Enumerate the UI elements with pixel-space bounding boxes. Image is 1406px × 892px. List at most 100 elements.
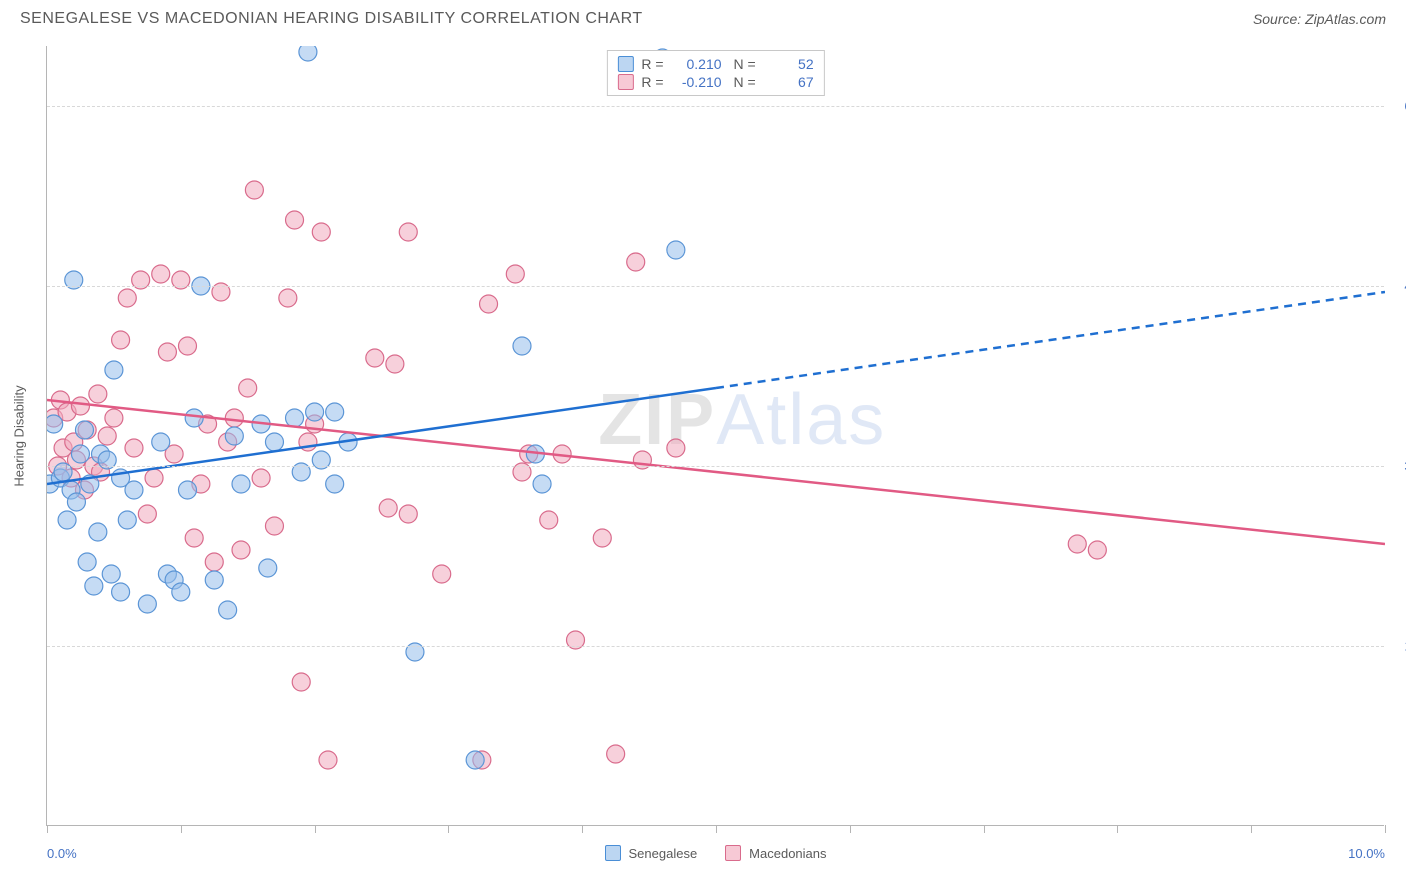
scatter-point [118, 511, 136, 529]
scatter-point [225, 427, 243, 445]
scatter-point [58, 511, 76, 529]
x-tick [1117, 825, 1118, 833]
scatter-point [105, 361, 123, 379]
scatter-point [71, 445, 89, 463]
scatter-point [152, 433, 170, 451]
scatter-point [178, 481, 196, 499]
x-tick [984, 825, 985, 833]
scatter-point [152, 265, 170, 283]
correlation-row-2: R = -0.210 N = 67 [617, 73, 813, 91]
scatter-point [225, 409, 243, 427]
y-axis-title: Hearing Disability [12, 385, 27, 486]
scatter-point [125, 481, 143, 499]
correlation-legend: R = 0.210 N = 52 R = -0.210 N = 67 [606, 50, 824, 96]
scatter-point [593, 529, 611, 547]
legend-label: Macedonians [749, 846, 826, 861]
scatter-point [112, 331, 130, 349]
x-tick [181, 825, 182, 833]
scatter-point [279, 289, 297, 307]
x-tick-label: 10.0% [1348, 846, 1385, 861]
scatter-point [607, 745, 625, 763]
scatter-point [386, 355, 404, 373]
scatter-point [399, 223, 417, 241]
scatter-point [306, 403, 324, 421]
gridline [47, 646, 1384, 647]
scatter-point [1068, 535, 1086, 553]
scatter-point [466, 751, 484, 769]
swatch-icon [617, 74, 633, 90]
chart-plot-area: Hearing Disability ZIPAtlas R = 0.210 N … [46, 46, 1384, 826]
scatter-point [138, 505, 156, 523]
scatter-point [540, 511, 558, 529]
swatch-icon [605, 845, 621, 861]
scatter-point [232, 541, 250, 559]
scatter-point [667, 439, 685, 457]
n-value: 67 [764, 74, 814, 90]
scatter-point [118, 289, 136, 307]
scatter-point [185, 409, 203, 427]
legend-item-macedonians: Macedonians [725, 845, 826, 861]
gridline [47, 466, 1384, 467]
y-tick-label: 1.5% [1388, 639, 1406, 654]
gridline [47, 106, 1384, 107]
scatter-point [205, 571, 223, 589]
scatter-point [75, 421, 93, 439]
n-value: 52 [764, 56, 814, 72]
scatter-point [205, 553, 223, 571]
trend-line [47, 400, 1385, 544]
correlation-row-1: R = 0.210 N = 52 [617, 55, 813, 73]
r-value: -0.210 [672, 74, 722, 90]
scatter-point [292, 673, 310, 691]
x-tick [1385, 825, 1386, 833]
scatter-point [399, 505, 417, 523]
scatter-point [125, 439, 143, 457]
scatter-point [145, 469, 163, 487]
scatter-point [627, 253, 645, 271]
scatter-point [326, 475, 344, 493]
x-tick [448, 825, 449, 833]
scatter-point [286, 409, 304, 427]
scatter-point [252, 469, 270, 487]
x-tick [716, 825, 717, 833]
scatter-point [98, 427, 116, 445]
y-tick-label: 6.0% [1388, 99, 1406, 114]
scatter-point [433, 565, 451, 583]
x-tick [315, 825, 316, 833]
legend-item-senegalese: Senegalese [605, 845, 698, 861]
trend-line [47, 388, 716, 484]
scatter-point [112, 583, 130, 601]
scatter-point [78, 553, 96, 571]
swatch-icon [617, 56, 633, 72]
series-legend: Senegalese Macedonians [605, 845, 827, 861]
x-tick [47, 825, 48, 833]
scatter-point [232, 475, 250, 493]
scatter-plot-svg [47, 46, 1385, 826]
scatter-point [185, 529, 203, 547]
scatter-point [219, 601, 237, 619]
scatter-point [265, 517, 283, 535]
y-tick-label: 3.0% [1388, 459, 1406, 474]
scatter-point [513, 337, 531, 355]
x-tick [1251, 825, 1252, 833]
scatter-point [89, 523, 107, 541]
scatter-point [138, 595, 156, 613]
scatter-point [312, 223, 330, 241]
scatter-point [286, 211, 304, 229]
x-tick [582, 825, 583, 833]
scatter-point [105, 409, 123, 427]
y-tick-label: 4.5% [1388, 279, 1406, 294]
scatter-point [102, 565, 120, 583]
scatter-point [67, 493, 85, 511]
x-tick-label: 0.0% [47, 846, 77, 861]
scatter-point [366, 349, 384, 367]
scatter-point [47, 415, 63, 433]
scatter-point [379, 499, 397, 517]
scatter-point [172, 583, 190, 601]
source-attribution: Source: ZipAtlas.com [1253, 11, 1386, 27]
x-tick [850, 825, 851, 833]
scatter-point [667, 241, 685, 259]
scatter-point [178, 337, 196, 355]
scatter-point [1088, 541, 1106, 559]
gridline [47, 286, 1384, 287]
scatter-point [239, 379, 257, 397]
